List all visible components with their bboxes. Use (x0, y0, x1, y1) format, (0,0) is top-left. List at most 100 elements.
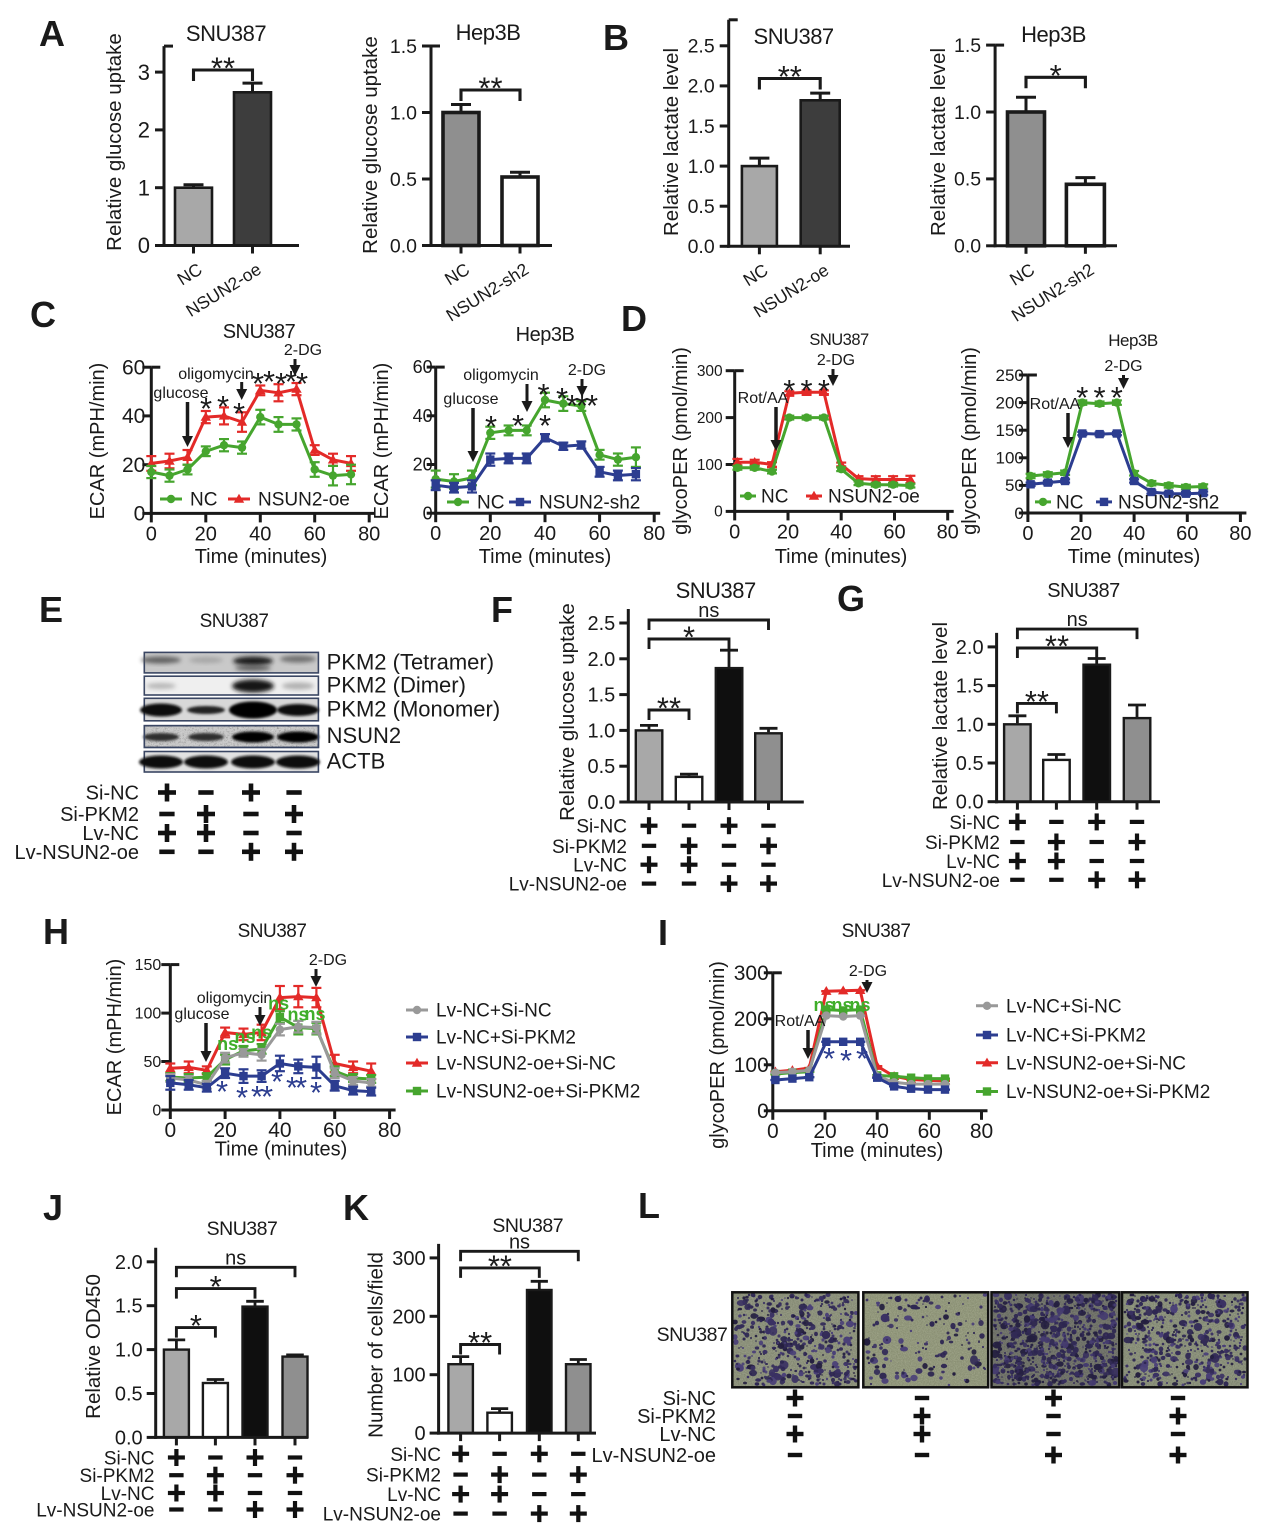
svg-text:20: 20 (1070, 523, 1092, 545)
svg-text:*: * (251, 1079, 263, 1114)
svg-text:ns: ns (287, 1004, 308, 1024)
svg-text:NC: NC (1056, 492, 1083, 513)
svg-text:*: * (233, 396, 245, 431)
svg-text:NSUN2-oe: NSUN2-oe (828, 487, 920, 508)
svg-text:0: 0 (430, 523, 441, 545)
svg-text:SNU387: SNU387 (657, 1324, 728, 1346)
svg-text:SNU387: SNU387 (207, 1218, 278, 1240)
svg-text:Rot/AA: Rot/AA (775, 1013, 826, 1030)
svg-text:Lv-NC+Si-PKM2: Lv-NC+Si-PKM2 (1006, 1026, 1146, 1047)
svg-text:ns: ns (268, 994, 289, 1014)
svg-text:150: 150 (996, 421, 1024, 440)
svg-text:Relative glucose uptake: Relative glucose uptake (103, 33, 126, 251)
svg-text:0: 0 (423, 503, 433, 523)
svg-text:Lv-NSUN2-oe+Si-NC: Lv-NSUN2-oe+Si-NC (1006, 1053, 1186, 1074)
svg-text:150: 150 (135, 957, 162, 974)
svg-text:C: C (30, 294, 56, 335)
svg-text:NC: NC (1006, 259, 1038, 289)
svg-text:NC: NC (761, 487, 788, 508)
svg-text:0.0: 0.0 (390, 235, 417, 257)
svg-text:Lv-NC+Si-NC: Lv-NC+Si-NC (436, 1001, 552, 1022)
svg-text:60: 60 (588, 523, 610, 545)
svg-text:*: * (856, 1041, 868, 1076)
svg-text:80: 80 (937, 521, 959, 543)
svg-text:20: 20 (479, 523, 501, 545)
svg-text:0: 0 (714, 504, 723, 521)
svg-text:A: A (39, 13, 65, 54)
svg-text:1.5: 1.5 (956, 676, 984, 698)
svg-text:0.0: 0.0 (115, 1427, 143, 1449)
svg-text:ns: ns (698, 600, 719, 622)
svg-text:E: E (39, 589, 63, 630)
svg-text:ECAR (mPH/min): ECAR (mPH/min) (104, 959, 126, 1116)
svg-text:ECAR (mPH/min): ECAR (mPH/min) (87, 363, 109, 520)
svg-text:0: 0 (414, 1423, 425, 1445)
svg-text:40: 40 (1123, 523, 1145, 545)
svg-text:ns: ns (217, 1034, 238, 1054)
svg-text:*: * (261, 1079, 273, 1114)
svg-text:300: 300 (734, 962, 769, 985)
svg-text:Si-PKM2: Si-PKM2 (925, 833, 1000, 854)
svg-text:60: 60 (918, 1120, 941, 1143)
svg-text:200: 200 (996, 393, 1024, 412)
svg-text:2-DG: 2-DG (817, 352, 855, 369)
svg-text:G: G (837, 578, 865, 619)
svg-text:Lv-NC+Si-NC: Lv-NC+Si-NC (1006, 996, 1122, 1017)
svg-text:Lv-NSUN2-oe+Si-PKM2: Lv-NSUN2-oe+Si-PKM2 (436, 1082, 640, 1103)
svg-text:200: 200 (734, 1008, 769, 1031)
svg-text:1.5: 1.5 (390, 36, 417, 58)
svg-text:*: * (576, 388, 588, 423)
svg-text:SNU387: SNU387 (492, 1215, 563, 1237)
svg-text:0: 0 (757, 1100, 769, 1123)
svg-text:60: 60 (883, 521, 905, 543)
svg-text:*: * (252, 366, 264, 401)
svg-text:0: 0 (164, 1119, 176, 1142)
svg-text:2.5: 2.5 (688, 36, 715, 58)
svg-text:*: * (271, 1064, 283, 1099)
svg-text:0: 0 (729, 521, 740, 543)
svg-text:*: * (263, 364, 275, 399)
svg-text:**: ** (1025, 684, 1049, 719)
svg-text:ns: ns (509, 1231, 530, 1253)
svg-text:*: * (1050, 58, 1062, 93)
svg-text:40: 40 (122, 405, 145, 428)
svg-text:0.5: 0.5 (115, 1384, 143, 1406)
svg-text:0: 0 (134, 503, 146, 526)
svg-text:H: H (43, 911, 69, 952)
svg-text:NC: NC (739, 260, 771, 290)
svg-text:*: * (217, 389, 229, 424)
svg-text:Relative lactate level: Relative lactate level (929, 622, 952, 810)
svg-text:20: 20 (213, 1119, 236, 1142)
svg-text:50: 50 (144, 1054, 162, 1071)
svg-text:Lv-NC: Lv-NC (946, 852, 1000, 873)
svg-text:oligomycin: oligomycin (463, 367, 539, 384)
svg-text:**: ** (468, 1325, 492, 1360)
svg-text:L: L (638, 1185, 660, 1226)
svg-text:0.5: 0.5 (587, 756, 615, 778)
svg-text:200: 200 (697, 410, 723, 427)
svg-text:*: * (1094, 380, 1106, 415)
svg-text:SNU387: SNU387 (676, 578, 756, 603)
svg-text:300: 300 (392, 1248, 425, 1270)
svg-text:*: * (683, 620, 695, 655)
svg-text:Lv-NC: Lv-NC (101, 1484, 155, 1505)
svg-text:20: 20 (413, 455, 433, 475)
svg-text:*: * (818, 373, 830, 408)
svg-text:**: ** (488, 1248, 512, 1283)
svg-text:NC: NC (174, 259, 206, 289)
svg-text:40: 40 (249, 523, 271, 545)
svg-text:SNU387: SNU387 (238, 921, 307, 942)
svg-text:*: * (783, 373, 795, 408)
svg-text:*: * (296, 366, 308, 401)
svg-text:0: 0 (767, 1120, 779, 1143)
svg-text:2-DG: 2-DG (1104, 358, 1142, 375)
svg-text:Time (minutes): Time (minutes) (195, 546, 328, 568)
svg-text:*: * (801, 373, 813, 408)
svg-text:2.0: 2.0 (688, 76, 715, 98)
svg-text:Time (minutes): Time (minutes) (215, 1138, 348, 1160)
svg-text:*: * (210, 1269, 222, 1304)
svg-text:2-DG: 2-DG (309, 952, 347, 969)
svg-text:2: 2 (138, 118, 150, 143)
svg-text:Hep3B: Hep3B (516, 324, 575, 346)
svg-text:PKM2 (Dimer): PKM2 (Dimer) (327, 673, 466, 698)
